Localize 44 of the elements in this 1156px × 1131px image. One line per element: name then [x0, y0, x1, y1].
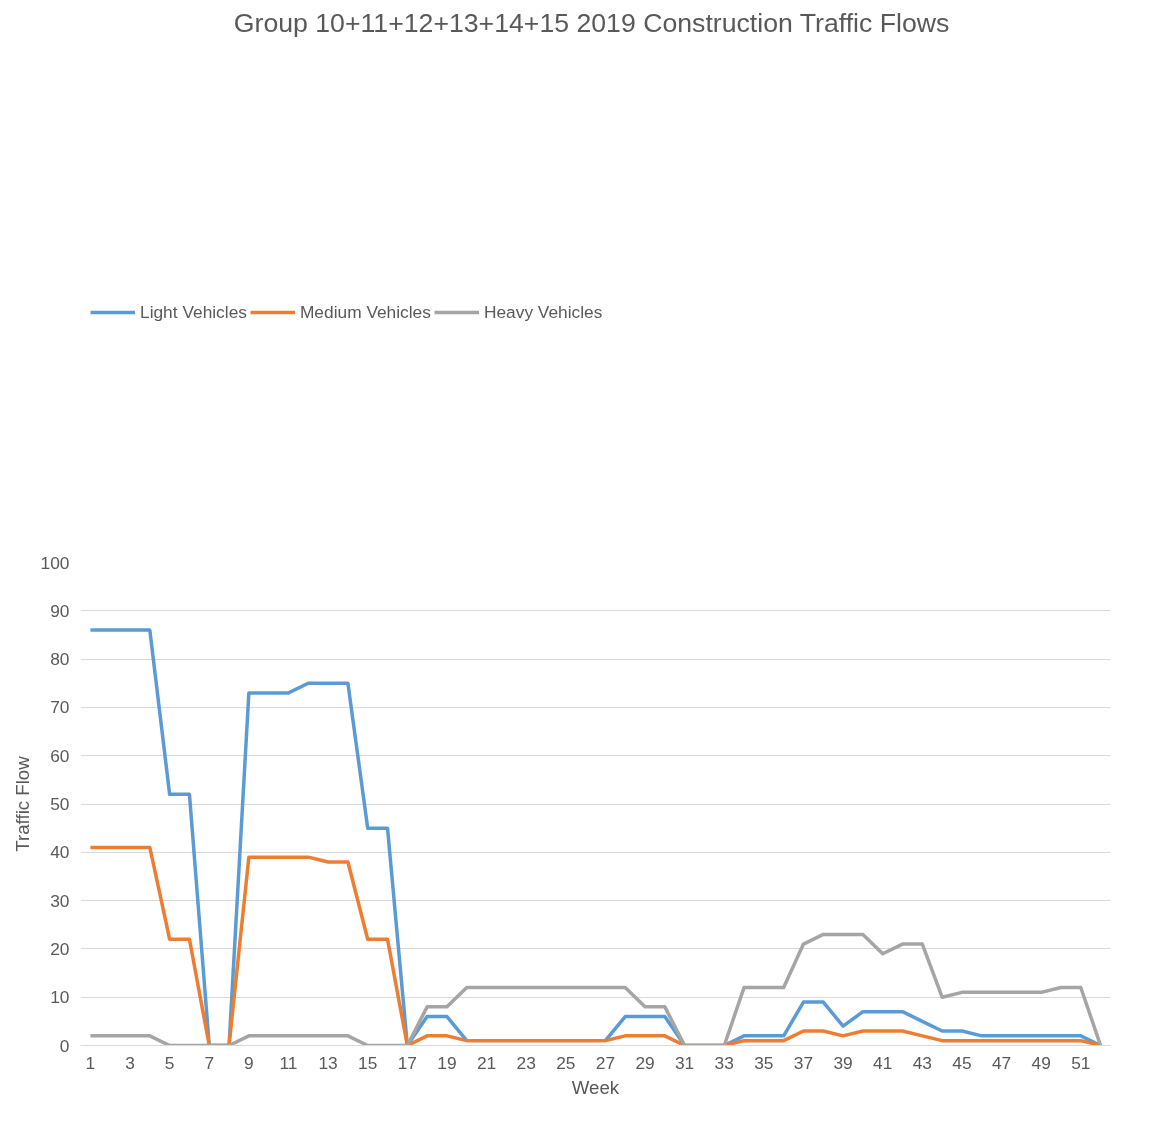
- x-tick-label: 45: [952, 1052, 972, 1073]
- x-tick-label: 1: [85, 1052, 96, 1073]
- x-tick-label: 11: [279, 1052, 298, 1073]
- x-tick-label: 5: [164, 1052, 175, 1073]
- x-tick-label: 17: [397, 1052, 417, 1073]
- x-tick-label: 13: [318, 1052, 338, 1073]
- legend-label: Light Vehicles: [140, 301, 247, 323]
- x-tick-label: 41: [873, 1052, 893, 1073]
- legend-label: Medium Vehicles: [299, 301, 431, 323]
- x-tick-label: 19: [437, 1052, 457, 1073]
- x-tick-label: 25: [556, 1052, 576, 1073]
- x-axis-title: Week: [571, 1076, 620, 1098]
- line-series: [88, 932, 1103, 1046]
- y-tick-label: 80: [50, 649, 70, 670]
- y-tick-label: 10: [50, 987, 70, 1008]
- y-tick-label: 20: [50, 938, 70, 959]
- x-tick-label: 51: [1071, 1052, 1091, 1073]
- x-tick-label: 27: [595, 1052, 616, 1073]
- y-tick-label: 50: [50, 794, 70, 814]
- x-tick-label: 15: [358, 1052, 378, 1073]
- x-tick-label: 3: [125, 1052, 135, 1073]
- y-tick-label: 40: [50, 842, 70, 863]
- legend-label: Heavy Vehicles: [483, 301, 603, 323]
- x-tick-label: 47: [991, 1052, 1012, 1073]
- x-tick-label: 9: [244, 1052, 254, 1073]
- y-tick-label: 70: [50, 697, 70, 718]
- x-tick-label: 23: [516, 1052, 536, 1073]
- x-tick-label: 43: [912, 1052, 932, 1073]
- y-tick-label: 60: [50, 745, 70, 766]
- y-tick-label: 0: [59, 1035, 70, 1056]
- x-tick-label: 7: [204, 1052, 215, 1073]
- y-axis-title: Traffic Flow: [11, 755, 33, 852]
- x-tick-label: 31: [675, 1052, 695, 1073]
- x-tick-label: 39: [833, 1052, 853, 1073]
- chart-title: Group 10+11+12+13+14+15 2019 Construction Traffic Flows: [233, 7, 950, 38]
- x-tick-label: 21: [476, 1052, 497, 1073]
- y-tick-label: 100: [40, 552, 70, 573]
- x-tick-label: 29: [635, 1052, 655, 1073]
- y-tick-label: 30: [50, 890, 70, 911]
- y-tick-label: 90: [50, 600, 70, 621]
- x-tick-label: 49: [1031, 1052, 1051, 1073]
- x-tick-label: 33: [714, 1052, 734, 1073]
- x-tick-label: 35: [754, 1052, 774, 1073]
- x-tick-label: 37: [793, 1052, 814, 1073]
